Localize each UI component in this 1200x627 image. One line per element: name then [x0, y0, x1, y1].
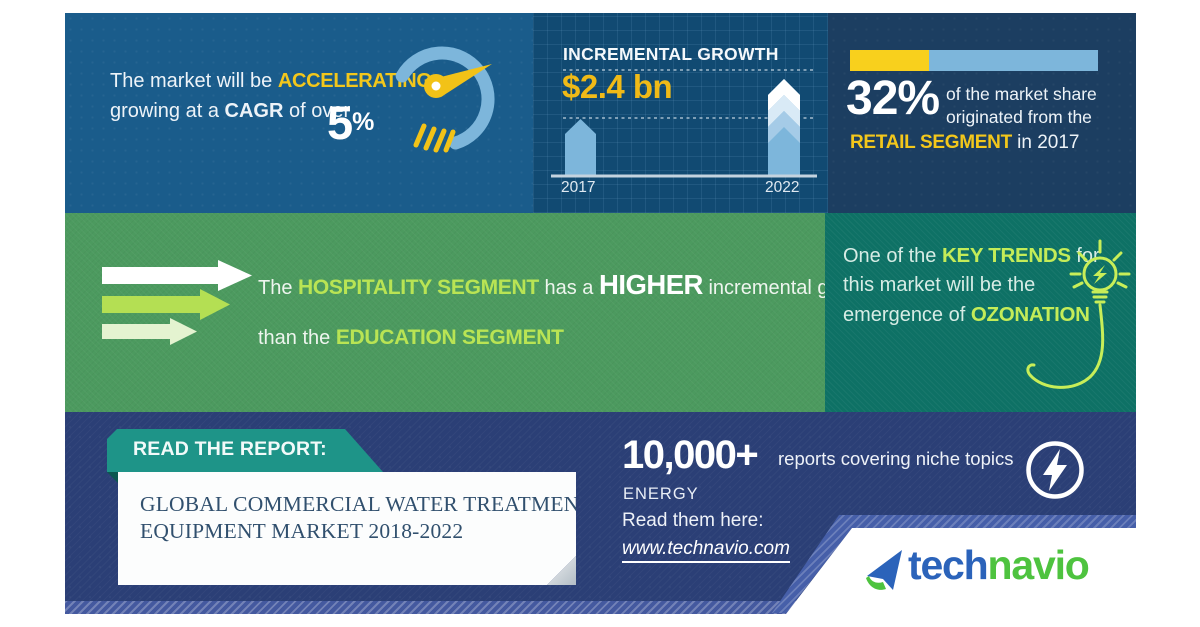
cagr-line2-suffix: of over [283, 100, 351, 122]
trend-l1-accent: KEY TRENDS [941, 244, 1071, 267]
trend-l3-accent: OZONATION [970, 303, 1090, 326]
logo-part-navio: navio [987, 542, 1090, 588]
panel-incremental-growth: INCREMENTAL GROWTH $2.4 bn 2017 2022 [533, 13, 828, 213]
banner-fold [107, 472, 118, 483]
trend-l1-suffix: for [1070, 245, 1100, 267]
lightbulb-icon [1026, 239, 1131, 389]
logo-part-tech: tech [908, 542, 989, 588]
cagr-line1: The market will be ACCELERATING [110, 70, 432, 93]
share-line2: originated from the [946, 107, 1092, 127]
trend-l3-prefix: emergence of [843, 304, 971, 326]
cagr-line2: growing at a CAGR of over [110, 100, 350, 123]
cagr-line2-prefix: growing at a [110, 100, 225, 122]
trend-text: One of the KEY TRENDS for this market wi… [843, 241, 1100, 330]
trend-line1: One of the KEY TRENDS for [843, 241, 1100, 271]
cagr-line2-bold: CAGR [224, 100, 284, 122]
bolt-circle-icon [1026, 441, 1084, 499]
growth-year-right: 2022 [765, 179, 800, 196]
cagr-value-unit: % [352, 108, 375, 136]
banner-ribbon: READ THE REPORT: [107, 429, 383, 472]
report-title: GLOBAL COMMERCIAL WATER TREATMENT EQUIPM… [140, 491, 593, 545]
cagr-value-number: 5 [327, 96, 353, 149]
technavio-arrow-icon[interactable] [862, 548, 904, 592]
growth-title: INCREMENTAL GROWTH [563, 44, 779, 64]
segments-accent1: HOSPITALITY SEGMENT [298, 276, 539, 299]
segments-accent2: EDUCATION SEGMENT [335, 326, 564, 349]
report-title-line2: EQUIPMENT MARKET 2018-2022 [140, 519, 464, 543]
share-line3: RETAIL SEGMENT in 2017 [850, 132, 1080, 154]
growth-bar-chart [551, 69, 817, 178]
cagr-line1-accent: ACCELERATING [277, 70, 432, 92]
cagr-value: 5% [327, 95, 374, 150]
segments-emphasis: HIGHER [598, 269, 703, 300]
report-tagline: reports covering niche topics [778, 448, 1014, 469]
share-line1: of the market share [946, 84, 1097, 104]
panel-key-trend: One of the KEY TRENDS for this market wi… [825, 213, 1136, 412]
report-count: 10,000+ [622, 433, 759, 477]
segments-prefix1: The [258, 277, 299, 299]
arrows-icon [102, 260, 252, 345]
trend-line2: this market will be the [843, 274, 1036, 296]
trend-l1-prefix: One of the [843, 245, 942, 267]
share-accent: RETAIL SEGMENT [850, 132, 1012, 153]
growth-value: $2.4 bn [562, 68, 673, 105]
progress-bar [850, 50, 1098, 71]
technavio-link[interactable]: www.technavio.com [622, 538, 790, 563]
growth-year-left: 2017 [561, 179, 596, 196]
panel-cagr: The market will be ACCELERATING growing … [65, 13, 533, 213]
cagr-line1-prefix: The market will be [110, 70, 278, 92]
segments-prefix2: than the [258, 327, 336, 349]
footer-section: READ THE REPORT: GLOBAL COMMERCIAL WATER… [65, 412, 1136, 602]
report-card[interactable]: GLOBAL COMMERCIAL WATER TREATMENT EQUIPM… [118, 472, 576, 585]
report-title-line1: GLOBAL COMMERCIAL WATER TREATMENT [140, 492, 593, 516]
trend-line3: emergence of OZONATION [843, 300, 1100, 330]
segments-line1: The HOSPITALITY SEGMENT has a HIGHER inc… [258, 269, 877, 301]
panel-segments: The HOSPITALITY SEGMENT has a HIGHER inc… [65, 213, 877, 412]
progress-fill [850, 50, 930, 71]
share-suffix: in 2017 [1011, 132, 1080, 153]
panel-market-share: 32% of the market share originated from … [828, 13, 1136, 213]
banner-label: READ THE REPORT: [133, 438, 327, 460]
read-label: Read them here: [622, 510, 764, 531]
technavio-logo[interactable]: technavio [908, 542, 1090, 589]
category-label: ENERGY [623, 485, 699, 503]
gauge-icon [395, 46, 495, 153]
segments-line2: than the EDUCATION SEGMENT [258, 326, 564, 350]
segments-mid1: has a [538, 277, 599, 299]
share-value: 32% [846, 72, 940, 125]
